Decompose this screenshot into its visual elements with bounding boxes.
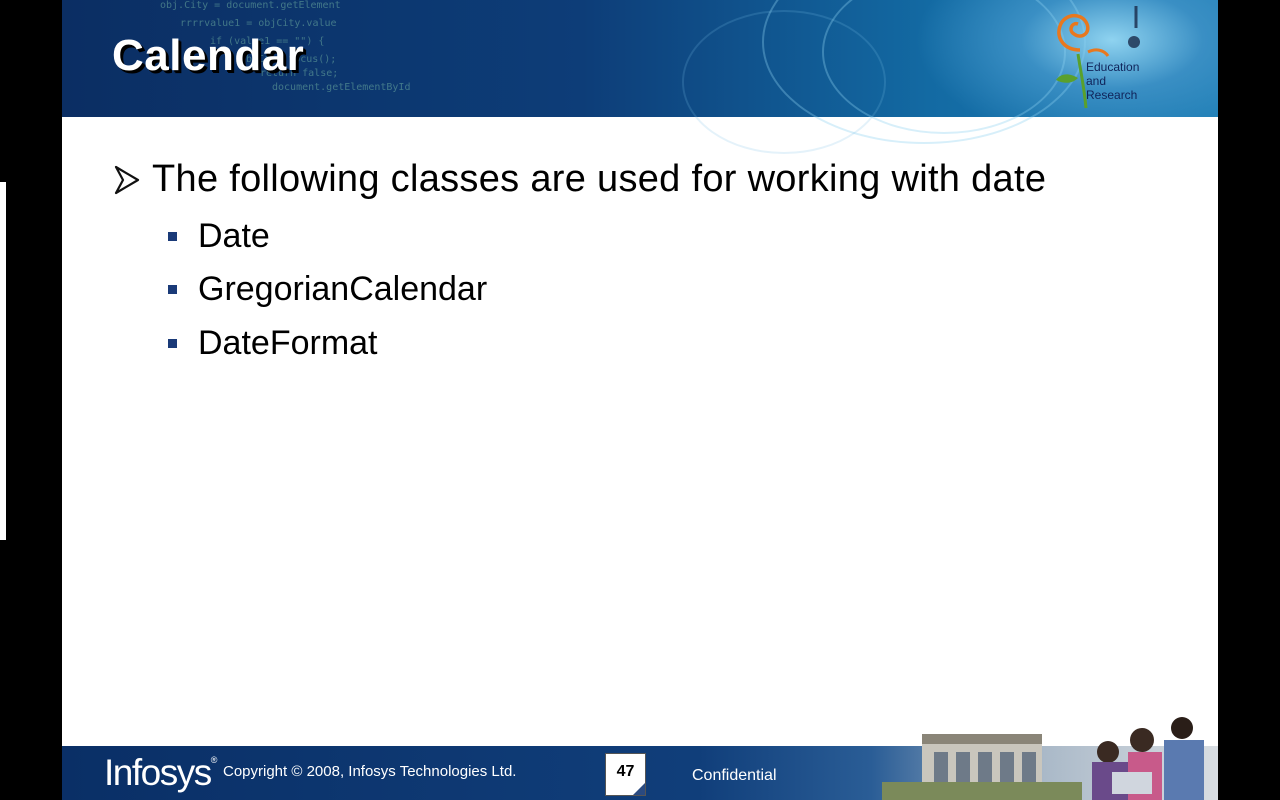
logo-line-2: and <box>1086 74 1107 88</box>
slide-header: obj.City = document.getElement rrrrvalue… <box>62 0 1218 154</box>
sub-bullet-text: DateFormat <box>198 324 378 362</box>
education-research-logo-icon <box>1056 6 1140 109</box>
confidential-label: Confidential <box>692 767 777 784</box>
sub-bullet-gregoriancalendar: GregorianCalendar <box>168 270 487 309</box>
slide-title: Calendar <box>112 31 305 80</box>
main-bullet-text: The following classes are used for worki… <box>152 158 1047 200</box>
slide: obj.City = document.getElement rrrrvalue… <box>62 0 1218 800</box>
sub-bullet-dateformat: DateFormat <box>168 324 378 363</box>
page-fold-icon <box>633 783 645 795</box>
sub-bullet-text: GregorianCalendar <box>198 270 488 308</box>
square-bullet-icon <box>168 339 177 348</box>
page-number: 47 <box>616 763 635 780</box>
main-bullet: The following classes are used for worki… <box>114 158 1046 201</box>
education-research-label: Education and Research <box>1086 60 1139 102</box>
infosys-logo-text: Infosys <box>104 752 212 793</box>
square-bullet-icon <box>168 285 177 294</box>
registered-mark: ® <box>210 755 218 765</box>
page-number-box: 47 <box>605 753 646 796</box>
sub-bullet-date: Date <box>168 217 270 256</box>
logo-line-1: Education <box>1086 60 1140 74</box>
logo-line-3: Research <box>1086 88 1138 102</box>
sub-bullet-text: Date <box>198 217 270 255</box>
left-edge-bar <box>0 182 6 540</box>
arrow-bullet-icon <box>114 160 142 200</box>
infosys-logo: Infosys® <box>104 754 217 791</box>
copyright-text: Copyright © 2008, Infosys Technologies L… <box>223 763 517 780</box>
square-bullet-icon <box>168 232 177 241</box>
campus-photo-icon <box>882 717 1204 800</box>
